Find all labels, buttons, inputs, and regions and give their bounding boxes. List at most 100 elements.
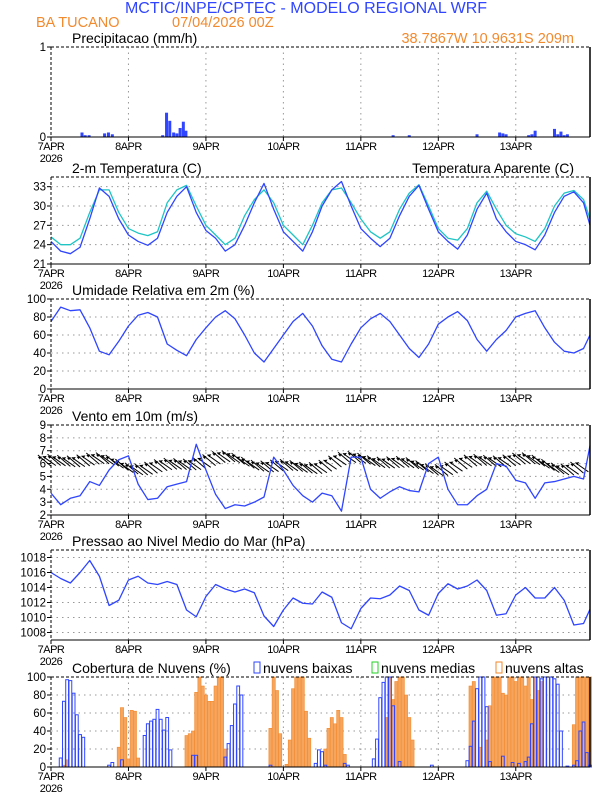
cloud-high-bar (404, 694, 408, 768)
x-tick-label: 8APR (115, 268, 142, 280)
pressure-title: Pressao ao Nivel Medio do Mar (hPa) (72, 533, 305, 549)
cloud-high-bar (339, 717, 344, 768)
clouds-panel: 0 20 40 60 80 100 7APR 8APR 9APR 10APR 11APR 12APR 1… (27, 660, 592, 792)
cloud-low-bar (62, 700, 66, 768)
cloud-high-bar (204, 694, 208, 768)
wind-barb (449, 461, 463, 472)
y-tick-label: 8 (40, 433, 46, 445)
y-tick-label: 3 (40, 497, 46, 509)
precip-bar (178, 128, 182, 137)
cloud-high-bar (494, 676, 499, 768)
cloud-low-bar (149, 720, 153, 768)
wind-barb (391, 457, 405, 468)
wind-barb (478, 456, 492, 467)
wind-barb (71, 456, 86, 468)
y-tick-label: 5 (40, 471, 46, 483)
cloud-high-bar (507, 676, 512, 768)
wind-barb (37, 454, 52, 467)
legend-swatch-nuvens-altas (495, 661, 503, 674)
wind-barb (410, 460, 425, 471)
wind-barb (124, 462, 139, 475)
y-tick-label: 80 (33, 312, 46, 324)
cloud-low-bar (542, 676, 547, 768)
wind-barb (202, 454, 216, 467)
clouds-title: Cobertura de Nuvens (%) (72, 660, 231, 676)
cloud-high-bar (400, 676, 405, 768)
cloud-high-bar (300, 676, 305, 768)
cloud-low-bar (152, 718, 157, 768)
wind-barb (565, 464, 579, 475)
y-tick-label: 40 (33, 726, 46, 738)
cloud-high-bar (126, 758, 131, 768)
wind-barb (337, 451, 352, 464)
cloud-low-bar (475, 688, 479, 768)
cloud-low-bar (155, 708, 160, 768)
cloud-high-bar (116, 746, 121, 768)
wind-barb (574, 462, 589, 473)
wind-barb (560, 463, 575, 476)
wind-barb (507, 455, 521, 466)
y-tick-label: 6 (40, 459, 46, 471)
station-coordinates: 38.7867W 10.9631S 209m (401, 31, 574, 47)
y-tick-label: 27 (33, 220, 46, 232)
y-tick-label: 40 (33, 348, 46, 360)
wind-barb (463, 454, 478, 467)
cloud-high-bar (304, 710, 308, 768)
cloud-low-bar (320, 751, 325, 768)
cloud-high-bar (407, 717, 412, 768)
series-line-ur (50, 306, 591, 363)
cloud-high-bar (291, 688, 295, 768)
cloud-low-bar (58, 757, 63, 768)
wind-barb (182, 458, 197, 471)
cloud-high-bar (297, 676, 302, 768)
cloud-high-bar (213, 685, 218, 768)
x-axis-year: 2026 (40, 153, 63, 165)
cloud-high-bar (197, 676, 202, 768)
wind-barb (458, 457, 473, 468)
wind-barb (361, 455, 376, 466)
wind-barb (76, 454, 91, 467)
wind-barb (405, 457, 420, 470)
wind-barb (284, 461, 299, 472)
wind-barb (299, 461, 313, 474)
precipitation-panel: 0 1 7APR 8APR 9APR 10APR 11APR 12APR 13APR 2026 Pr… (38, 30, 591, 165)
precip-bar (559, 131, 563, 137)
wind-barb (144, 461, 158, 474)
cloud-high-bar (287, 739, 292, 768)
precip-bar (83, 135, 87, 137)
cloud-low-bar (162, 729, 166, 768)
wind-barb (386, 456, 400, 469)
cloud-low-bar (158, 718, 163, 768)
cloud-low-bar (549, 676, 554, 768)
series-line-temperatura-2m (50, 180, 591, 255)
cloud-low-bar (78, 734, 82, 768)
wind-barb (323, 459, 337, 470)
cloud-high-bar (326, 727, 331, 768)
cloud-high-bar (136, 757, 141, 768)
cloud-high-bar (294, 676, 299, 768)
cloud-high-bar (216, 676, 221, 768)
cloud-high-bar (491, 676, 496, 768)
cloud-high-bar (271, 676, 276, 768)
x-tick-label: 13APR (500, 519, 533, 531)
x-tick-label: 9APR (193, 268, 220, 280)
wind-barb (216, 452, 231, 463)
cloud-high-bar (410, 739, 415, 768)
precip-bar (184, 130, 188, 137)
y-tick-label: 0 (40, 384, 46, 396)
wind-barb (139, 464, 153, 475)
cloud-high-bar (275, 690, 279, 768)
series-line-pnmm (50, 559, 591, 630)
cloud-high-bar (336, 709, 341, 768)
precip-bar (475, 134, 479, 137)
wind-barb (52, 456, 66, 467)
wind-barb (294, 462, 308, 473)
cloud-low-bar (71, 692, 76, 768)
wind-barb (187, 459, 202, 471)
wind-barb (226, 453, 241, 464)
wind-barb (265, 461, 279, 472)
wind-barb (260, 460, 275, 473)
x-tick-label: 13APR (500, 771, 533, 783)
